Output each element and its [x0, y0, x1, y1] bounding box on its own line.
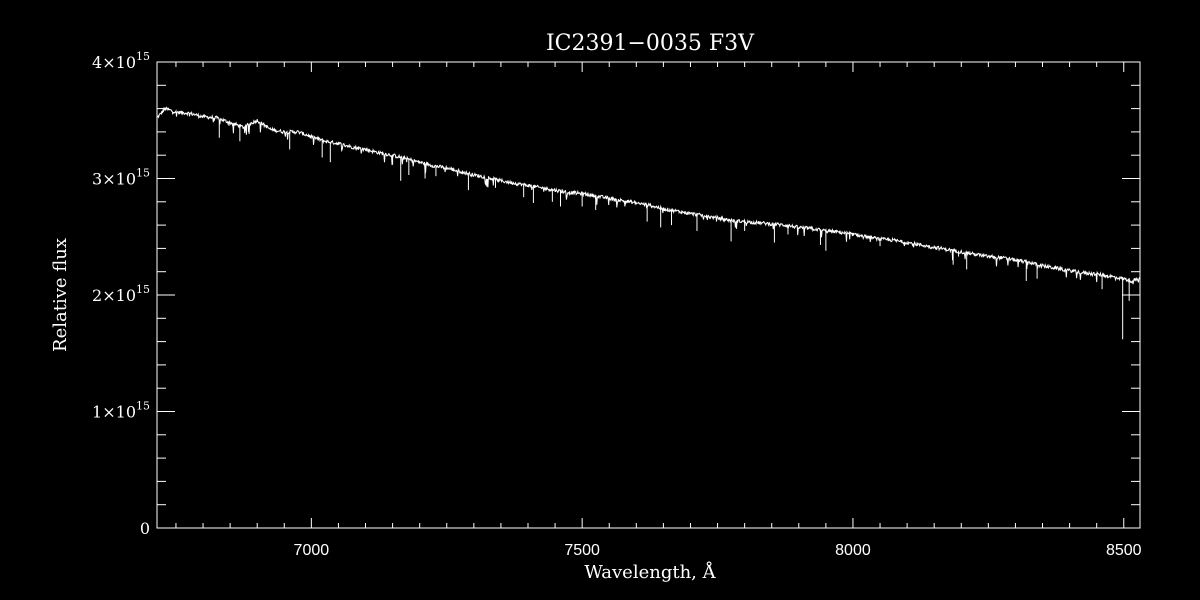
y-axis-label: Relative flux — [50, 238, 71, 352]
y-tick-label: 2×1015 — [92, 283, 150, 305]
y-tick-label: 4×1015 — [92, 50, 150, 72]
y-tick-label: 0 — [140, 519, 150, 538]
tick-labels: 7000 7500 8000 8500 0 1×1015 2×1015 3×1015 4×101… — [92, 50, 1142, 559]
chart-title: IC2391−0035 F3V — [546, 31, 755, 56]
x-tick-label: 8500 — [1106, 542, 1142, 559]
y-tick-label: 3×1015 — [92, 167, 150, 189]
x-tick-label: 8000 — [835, 542, 871, 559]
x-axis-label: Wavelength, Å — [584, 561, 716, 583]
spectrum-line — [156, 106, 1141, 285]
x-tick-label: 7500 — [564, 542, 600, 559]
y-tick-label: 1×1015 — [92, 400, 150, 422]
x-tick-label: 7000 — [294, 542, 330, 559]
axis-ticks — [157, 61, 1140, 529]
